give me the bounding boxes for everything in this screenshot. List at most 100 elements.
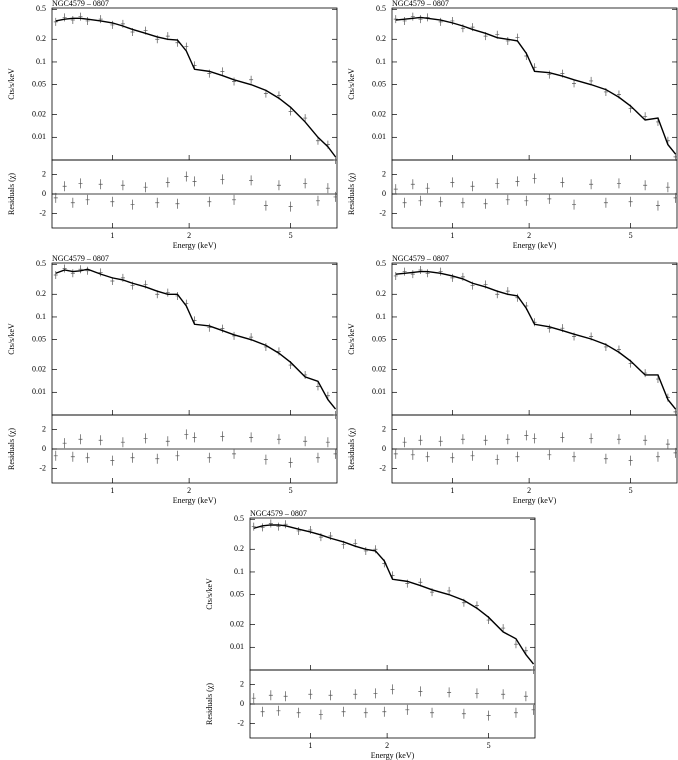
residual-tick-label: 2: [42, 169, 46, 178]
data-point: [393, 271, 398, 280]
x-tick-label: 2: [527, 231, 531, 240]
data-point: [547, 324, 552, 333]
residual-point: [495, 178, 500, 189]
residual-point: [547, 193, 552, 204]
residual-point: [315, 452, 320, 463]
x-tick-label: 5: [629, 486, 633, 495]
residual-point: [296, 707, 301, 718]
residual-point: [318, 709, 323, 720]
residual-point: [98, 179, 103, 190]
residual-point: [263, 200, 268, 211]
residual-axis-label: Residuals (χ): [347, 173, 356, 215]
residual-point: [628, 455, 633, 466]
residual-point: [628, 196, 633, 207]
residual-point: [220, 431, 225, 442]
residual-point: [98, 435, 103, 446]
residual-point: [410, 449, 415, 460]
residual-point: [325, 437, 330, 448]
residual-point: [425, 451, 430, 462]
data-point: [165, 288, 170, 297]
data-point: [70, 269, 75, 278]
panel-title: NGC4579 – 0807: [392, 0, 449, 8]
data-point: [393, 15, 398, 24]
x-tick-label: 1: [450, 486, 454, 495]
y-tick-label: 0.2: [234, 544, 244, 553]
residual-tick-label: 0: [240, 699, 244, 708]
residual-point: [78, 434, 83, 445]
y-axis-label: Cts/s/keV: [205, 578, 214, 610]
residual-point: [315, 195, 320, 206]
data-point: [70, 16, 75, 25]
residual-point: [495, 454, 500, 465]
residual-point: [373, 688, 378, 699]
residual-tick-label: -2: [39, 208, 46, 217]
y-tick-label: 0.05: [230, 589, 244, 598]
residual-point: [325, 183, 330, 194]
data-point: [673, 407, 678, 416]
residual-point: [425, 183, 430, 194]
residual-point: [62, 438, 67, 449]
residual-point: [532, 433, 537, 444]
data-point: [62, 13, 67, 22]
residual-point: [402, 437, 407, 448]
residual-point: [192, 176, 197, 187]
residual-point: [505, 434, 510, 445]
residual-tick-label: 0: [382, 189, 386, 198]
residual-point: [184, 429, 189, 440]
y-tick-label: 0.5: [234, 514, 244, 523]
data-point: [98, 268, 103, 277]
residual-point: [276, 705, 281, 716]
residual-point: [120, 180, 125, 191]
data-point: [184, 42, 189, 51]
panel-title: NGC4579 – 0807: [52, 0, 109, 8]
residual-tick-label: 2: [240, 679, 244, 688]
model-curve: [253, 524, 535, 665]
residual-point: [603, 197, 608, 208]
model-curve: [395, 16, 677, 155]
spectrum-frame: [51, 7, 338, 161]
residual-point: [341, 706, 346, 717]
x-axis-label: Energy (keV): [173, 241, 217, 250]
residual-tick-label: -2: [379, 463, 386, 472]
residual-point: [184, 171, 189, 182]
spectrum-frame: [51, 262, 338, 416]
residual-tick-label: -2: [39, 463, 46, 472]
residual-point: [655, 451, 660, 462]
panel-title: NGC4579 – 0807: [52, 254, 109, 263]
residual-point: [418, 195, 423, 206]
data-point: [333, 156, 338, 164]
residual-point: [560, 432, 565, 443]
residual-point: [430, 707, 435, 718]
residual-point: [547, 449, 552, 460]
data-point: [589, 76, 594, 85]
residual-point: [155, 197, 160, 208]
y-tick-label: 0.1: [36, 57, 46, 66]
residual-tick-label: 0: [382, 444, 386, 453]
data-point: [402, 267, 407, 276]
data-point: [53, 271, 58, 280]
x-axis-label: Energy (keV): [173, 496, 217, 505]
data-point: [303, 114, 308, 123]
residual-tick-label: 2: [382, 424, 386, 433]
residual-point: [450, 452, 455, 463]
y-tick-label: 0.2: [376, 289, 386, 298]
residual-point: [85, 452, 90, 463]
residual-point: [643, 435, 648, 446]
residual-point: [524, 195, 529, 206]
residual-axis-label: Residuals (χ): [347, 428, 356, 470]
data-point: [643, 112, 648, 121]
residual-point: [288, 457, 293, 468]
data-point: [402, 16, 407, 25]
data-point: [447, 586, 452, 595]
residual-point: [232, 194, 237, 205]
x-tick-label: 5: [487, 741, 491, 750]
residual-point: [232, 448, 237, 459]
y-tick-label: 0.5: [36, 4, 46, 13]
data-point: [308, 526, 313, 535]
residual-point: [438, 436, 443, 447]
residual-point: [207, 196, 212, 207]
residual-point: [390, 684, 395, 695]
residual-point: [483, 198, 488, 209]
residual-point: [249, 432, 254, 443]
y-tick-label: 0.02: [32, 364, 46, 373]
